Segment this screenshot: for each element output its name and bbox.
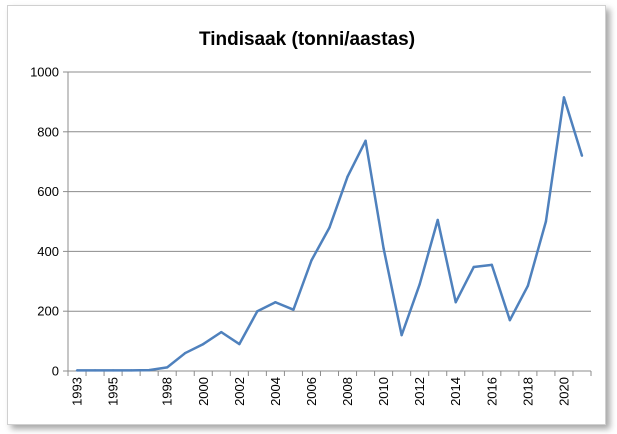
data-point xyxy=(238,342,241,346)
data-point xyxy=(418,283,421,286)
data-point xyxy=(562,96,566,99)
data-point xyxy=(292,308,295,311)
y-tick-label: 0 xyxy=(52,364,59,379)
x-tick-label: 2014 xyxy=(448,377,463,406)
data-point xyxy=(544,220,548,223)
x-tick-label: 2008 xyxy=(340,377,355,406)
y-tick-label: 600 xyxy=(37,184,59,199)
line-chart: Tindisaak (tonni/aastas) 0 200 400 600 800 10… xyxy=(30,29,592,406)
data-point xyxy=(111,369,115,372)
data-point xyxy=(400,333,403,337)
data-point xyxy=(526,284,530,287)
gridlines xyxy=(68,71,591,312)
data-point xyxy=(436,218,439,222)
data-point xyxy=(382,247,385,250)
y-axis-ticks: 0 200 400 600 800 1000 xyxy=(30,65,68,379)
x-tick-label: 2016 xyxy=(484,377,499,406)
data-point xyxy=(129,369,133,372)
data-point xyxy=(147,368,151,372)
data-point xyxy=(274,301,277,304)
x-axis-ticks: 1993 1995 1998 2000 2002 2004 2006 2008 2010 2012… xyxy=(67,371,592,406)
data-point xyxy=(220,330,223,334)
data-point xyxy=(364,139,367,142)
data-point xyxy=(93,369,97,372)
y-tick-label: 200 xyxy=(37,304,59,319)
data-point xyxy=(454,301,457,304)
series-line xyxy=(77,96,584,372)
axes xyxy=(67,72,591,372)
data-point xyxy=(310,259,313,262)
chart-title: Tindisaak (tonni/aastas) xyxy=(199,29,415,50)
x-tick-label: 2006 xyxy=(304,377,319,406)
x-tick-label: 2020 xyxy=(556,377,571,406)
data-point xyxy=(256,310,259,313)
data-point xyxy=(202,342,205,346)
data-point xyxy=(580,154,584,157)
x-tick-label: 2010 xyxy=(376,377,391,406)
series-layer xyxy=(75,96,584,372)
y-tick-label: 800 xyxy=(37,124,59,139)
x-tick-label: 2012 xyxy=(412,377,427,406)
data-point xyxy=(490,263,494,267)
y-tick-label: 1000 xyxy=(30,65,59,80)
x-tick-label: 2000 xyxy=(196,377,211,406)
x-tick-label: 2002 xyxy=(232,377,247,406)
data-point xyxy=(346,175,349,178)
x-tick-label: 1998 xyxy=(160,377,175,406)
x-tick-label: 1995 xyxy=(106,377,121,406)
x-tick-label: 1993 xyxy=(70,377,85,406)
data-point xyxy=(328,226,331,229)
y-tick-label: 400 xyxy=(37,244,59,259)
data-point xyxy=(75,369,79,372)
x-tick-label: 2018 xyxy=(520,377,535,406)
x-tick-label: 2004 xyxy=(268,377,283,406)
data-point xyxy=(472,265,475,269)
data-point xyxy=(184,351,187,355)
data-point xyxy=(508,318,512,322)
data-point xyxy=(165,366,169,369)
chart-area: Tindisaak (tonni/aastas) 0 200 400 600 800 10… xyxy=(7,5,606,425)
